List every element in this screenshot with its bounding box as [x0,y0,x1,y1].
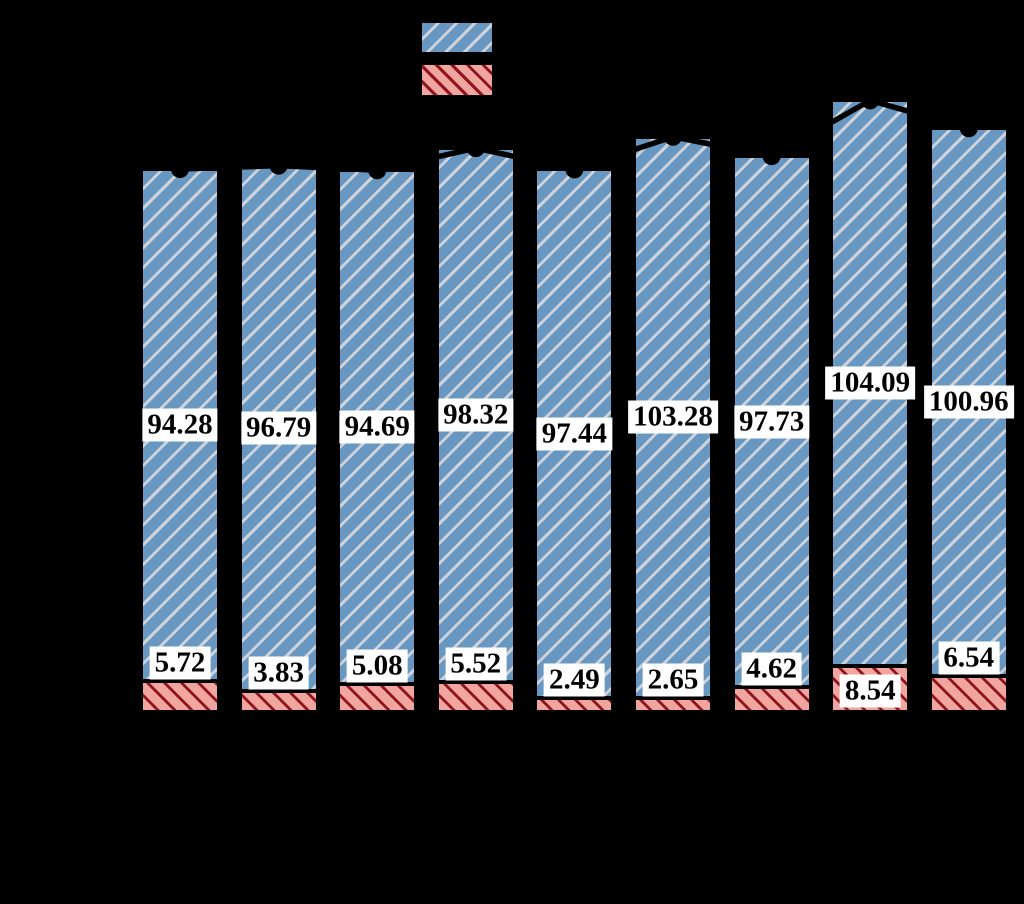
bar-value-label-blue: 97.44 [536,417,613,451]
bar-value-label-blue: 94.69 [339,410,415,444]
bar-value-label-blue: 94.28 [142,408,218,442]
bar-value-label-pink: 6.54 [938,641,1000,675]
bar-value-label-pink: 8.54 [839,674,901,708]
bar-value-label-blue: 103.28 [628,400,718,434]
bar-segment-pink [338,684,417,712]
bar-value-label-blue: 98.32 [438,398,514,432]
bar-value-label-blue: 96.79 [240,411,317,445]
bar-value-label-pink: 5.08 [346,649,408,683]
bar-value-label-pink: 2.49 [544,663,605,697]
legend-swatch-blue-hatched [420,21,494,54]
bar-segment-pink [141,680,219,712]
bar-segment-pink [634,697,712,712]
bar-value-label-blue: 97.73 [733,405,810,439]
legend-swatch-pink-hatched [420,63,494,97]
bar-segment-pink [239,691,318,712]
bar-value-label-pink: 5.72 [149,646,211,680]
bar-value-label-pink: 2.65 [642,663,704,697]
bar-segment-pink [436,682,515,712]
bar-value-label-blue: 100.96 [923,385,1014,419]
bar-value-label-pink: 4.62 [741,652,802,686]
bar-segment-pink [929,676,1008,712]
bar-value-label-blue: 104.09 [825,366,916,400]
bar-segment-pink [732,686,811,712]
bar-value-label-pink: 5.52 [445,647,507,681]
bar-segment-pink [535,698,614,712]
bar-value-label-pink: 3.83 [248,656,309,690]
